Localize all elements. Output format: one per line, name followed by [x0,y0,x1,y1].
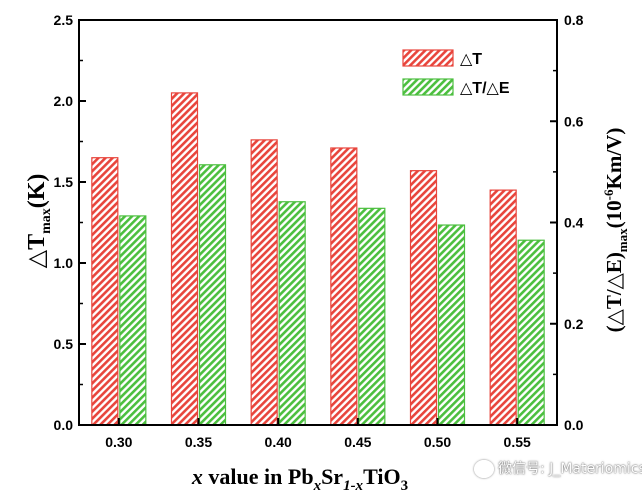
y-right-tick-label: 0.2 [564,316,584,332]
bar-dt-0.35 [170,92,199,426]
legend-swatch-dt [402,49,454,67]
y-left-tick-label: 1.5 [54,174,74,190]
y-right-tick-label: 0.0 [564,417,584,433]
y-left-tick-label: 2.5 [54,12,74,28]
y-left-tick-label: 1.0 [54,255,74,271]
bar-dt-de-0.30 [119,215,147,426]
bar-dt-de-0.50 [437,224,466,426]
bar-dt-0.55 [489,189,517,426]
x-tick-label: 0.50 [424,434,451,450]
legend-label-dt-de: △T/△E [460,80,510,97]
x-tick-label: 0.45 [344,434,371,450]
y-right-tick-label: 0.8 [564,12,584,28]
watermark-text: 微信号: J_Materiomics [498,461,642,477]
y-left-tick-label: 2.0 [54,93,74,109]
bar-dt-de-0.35 [198,164,227,426]
x-tick-label: 0.55 [504,434,531,450]
tick-labels-layer: 0.0 0.5 1.0 1.5 2.0 2.5 0.0 0.2 0.4 0.6 0.8 0.30 0.3… [54,12,584,450]
wechat-icon [474,460,494,478]
bar-dt-de-0.55 [517,239,545,426]
legend: △T △T/△E [402,49,510,97]
x-axis-title: x value in PbxSr1-xTiO3 [191,464,408,494]
legend-label-dt: △T [460,51,482,68]
y-left-tick-label: 0.0 [54,417,74,433]
x-tick-label: 0.35 [185,434,212,450]
bars-layer [91,92,545,426]
y-left-tick-label: 0.5 [54,336,74,352]
bar-dt-0.45 [330,147,358,426]
legend-swatch-dt-de [402,78,454,96]
y-right-tick-label: 0.4 [564,215,584,231]
y-right-tick-label: 0.6 [564,113,584,129]
bar-dt-0.40 [250,139,278,426]
bar-dt-0.50 [409,170,438,426]
bar-dt-0.30 [91,157,119,426]
bar-dt-de-0.45 [358,207,386,426]
axes-layer [78,19,558,426]
bar-dt-de-0.40 [278,201,306,426]
x-tick-label: 0.40 [265,434,292,450]
y-axis-left-title: △Tmax(K) [24,174,54,269]
watermark: 微信号: J_Materiomics [474,458,642,478]
x-tick-label: 0.30 [105,434,132,450]
y-axis-right-title: (△T/△E)max(10-6Km/V) [601,128,630,333]
